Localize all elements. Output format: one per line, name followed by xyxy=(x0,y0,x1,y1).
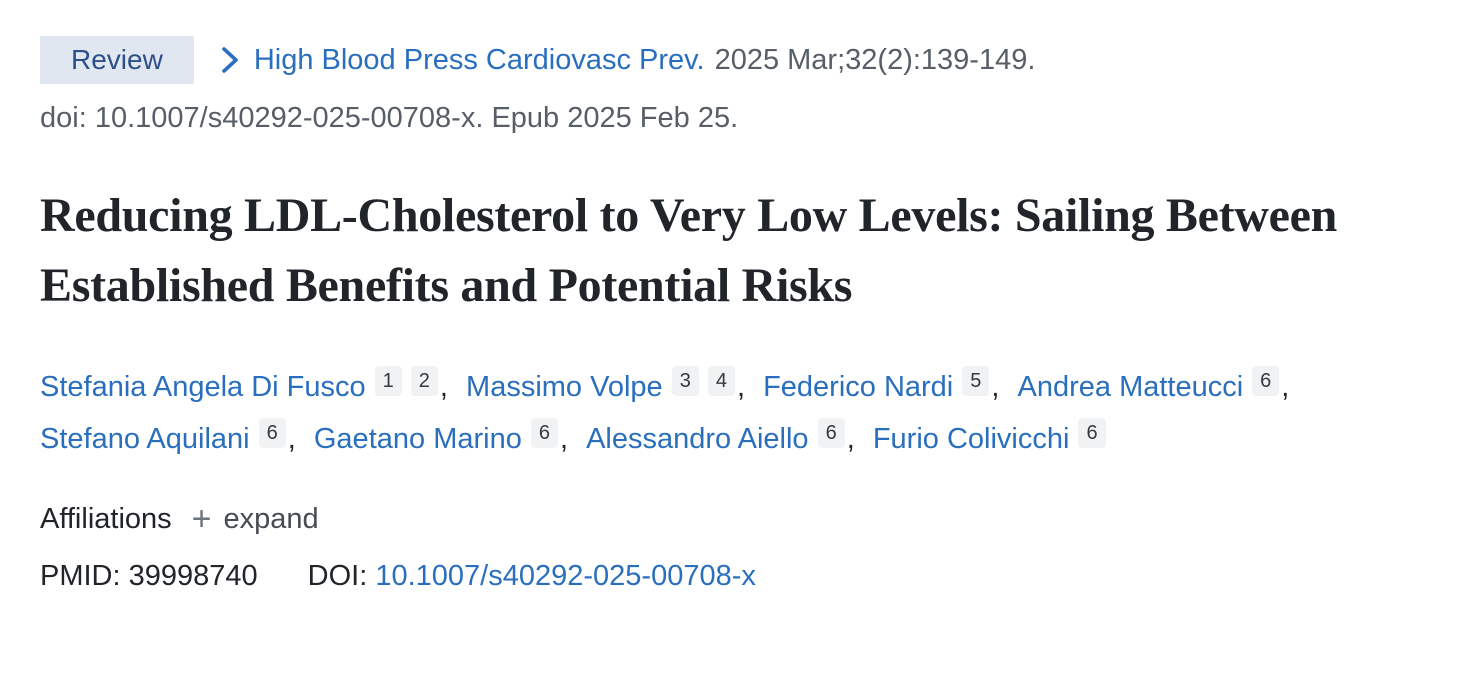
identifiers-row: PMID: 39998740 DOI: 10.1007/s40292-025-00… xyxy=(40,557,1428,595)
expand-affiliations-label: expand xyxy=(223,502,319,535)
author-item: Furio Colivicchi 6 xyxy=(873,413,1106,465)
author-item: Massimo Volpe 3 4, xyxy=(466,361,755,413)
article-title: Reducing LDL-Cholesterol to Very Low Lev… xyxy=(40,189,1338,312)
doi-link[interactable]: 10.1007/s40292-025-00708-x xyxy=(375,560,756,592)
author-item: Stefania Angela Di Fusco 1 2, xyxy=(40,361,458,413)
author-separator: , xyxy=(736,371,745,403)
author-affiliation-number: 6 xyxy=(1078,418,1106,448)
author-affiliation-number: 5 xyxy=(962,366,990,396)
author-item: Andrea Matteucci 6, xyxy=(1018,361,1300,413)
author-separator: , xyxy=(991,371,1000,403)
author-link[interactable]: Andrea Matteucci xyxy=(1017,371,1244,403)
author-item: Gaetano Marino 6, xyxy=(314,413,578,465)
author-link[interactable]: Alessandro Aiello xyxy=(586,423,809,455)
author-link[interactable]: Furio Colivicchi xyxy=(872,423,1070,455)
author-affiliation-number: 2 xyxy=(410,366,438,396)
author-affiliation-number: 4 xyxy=(707,366,735,396)
article-header: Review High Blood Press Cardiovasc Prev.… xyxy=(40,36,1428,595)
author-separator: , xyxy=(287,423,296,455)
author-link[interactable]: Stefania Angela Di Fusco xyxy=(40,371,366,403)
author-affiliation-number: 3 xyxy=(671,366,699,396)
doi-epub-line: doi: 10.1007/s40292-025-00708-x. Epub 20… xyxy=(40,102,739,134)
citation-details: 2025 Mar;32(2):139-149. xyxy=(714,44,1036,76)
citation-row: Review High Blood Press Cardiovasc Prev.… xyxy=(40,36,1428,84)
author-separator: , xyxy=(439,371,448,403)
author-separator: , xyxy=(1281,371,1290,403)
author-item: Federico Nardi 5, xyxy=(763,361,1009,413)
author-separator: , xyxy=(846,423,855,455)
pmid-group: PMID: 39998740 xyxy=(40,560,258,592)
pmid-label: PMID: xyxy=(40,560,121,592)
author-link[interactable]: Stefano Aquilani xyxy=(40,423,250,455)
chevron-right-icon xyxy=(220,44,240,76)
pmid-value: 39998740 xyxy=(128,560,258,592)
publication-type-badge: Review xyxy=(40,36,194,84)
author-list: Stefania Angela Di Fusco 1 2, Massimo Volp… xyxy=(40,361,1428,465)
author-affiliation-number: 6 xyxy=(817,418,845,448)
author-link[interactable]: Federico Nardi xyxy=(763,371,954,403)
journal-link[interactable]: High Blood Press Cardiovasc Prev. xyxy=(253,44,705,76)
affiliations-label: Affiliations xyxy=(40,503,172,535)
expand-affiliations-button[interactable]: + expand xyxy=(191,500,319,538)
author-link[interactable]: Gaetano Marino xyxy=(313,423,522,455)
author-item: Stefano Aquilani 6, xyxy=(40,413,306,465)
author-affiliation-number: 6 xyxy=(1252,366,1280,396)
doi-group: DOI: 10.1007/s40292-025-00708-x xyxy=(308,560,756,592)
affiliations-row: Affiliations + expand xyxy=(40,501,1428,537)
doi-label: DOI: xyxy=(307,560,368,592)
author-affiliation-number: 6 xyxy=(530,418,558,448)
author-item: Alessandro Aiello 6, xyxy=(586,413,865,465)
author-affiliation-number: 1 xyxy=(374,366,402,396)
author-affiliation-number: 6 xyxy=(258,418,286,448)
author-separator: , xyxy=(559,423,569,455)
author-link[interactable]: Massimo Volpe xyxy=(466,371,663,403)
plus-icon: + xyxy=(191,500,212,538)
